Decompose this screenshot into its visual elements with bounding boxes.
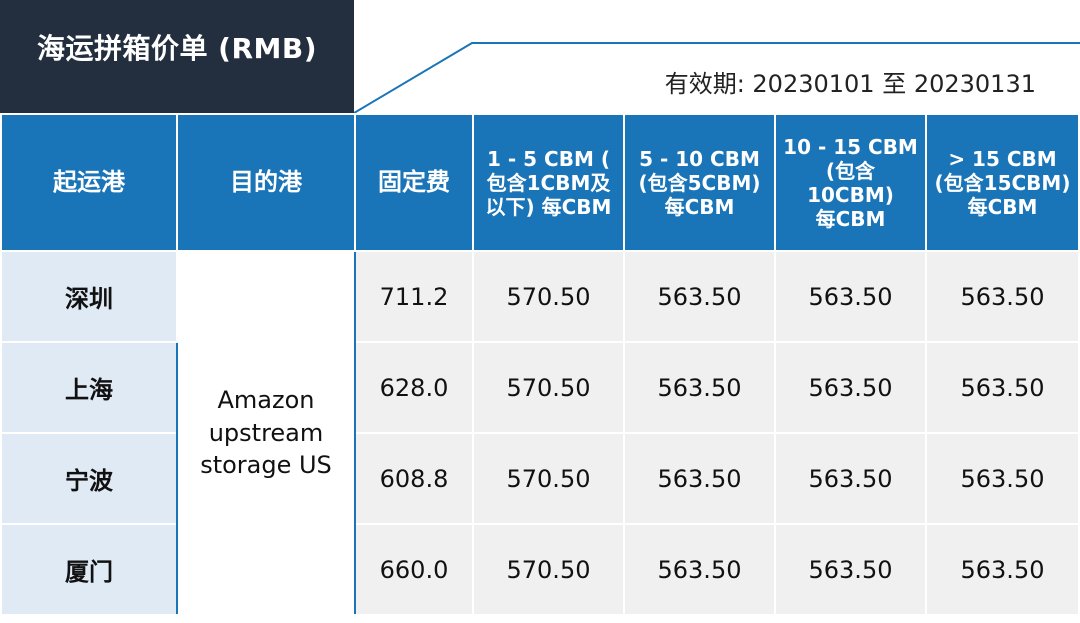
header-destination: 目的港 xyxy=(176,113,356,252)
rate-table: 起运港 目的港 固定费 1 - 5 CBM ( 包含1CBM及 以下) 每CBM… xyxy=(0,113,1080,616)
header-tier4-line: > 15 CBM xyxy=(948,146,1057,171)
header-origin: 起运港 xyxy=(0,113,178,252)
tier3-rate: 563.50 xyxy=(774,250,927,343)
tier3-rate: 563.50 xyxy=(774,341,927,434)
tier1-rate: 570.50 xyxy=(472,432,625,525)
tier3-rate: 563.50 xyxy=(774,432,927,525)
header-tier4-line: 每CBM xyxy=(967,194,1038,219)
tier2-rate: 563.50 xyxy=(623,432,776,525)
header-tier2-line: 5 - 10 CBM xyxy=(639,146,760,171)
fixed-fee: 711.2 xyxy=(354,250,474,343)
table-row: 厦门 660.0 570.50 563.50 563.50 563.50 xyxy=(0,523,1080,616)
fixed-fee: 660.0 xyxy=(354,523,474,616)
destination-line: upstream xyxy=(208,418,324,447)
tier4-rate: 563.50 xyxy=(925,250,1080,343)
tier2-rate: 563.50 xyxy=(623,523,776,616)
tier3-rate: 563.50 xyxy=(774,523,927,616)
header-tier1-line: 1 - 5 CBM ( xyxy=(487,146,610,171)
header-tier1-line: 以下) 每CBM xyxy=(485,194,612,219)
table-row: 宁波 608.8 570.50 563.50 563.50 563.50 xyxy=(0,432,1080,525)
header-tier1-line: 包含1CBM及 xyxy=(486,170,611,195)
header-tier2-line: 每CBM xyxy=(664,194,735,219)
header-tier-over-15: > 15 CBM (包含15CBM) 每CBM xyxy=(925,113,1080,252)
destination-line: Amazon xyxy=(217,386,315,415)
header-tier3-line: (包含 xyxy=(825,158,876,183)
tier2-rate: 563.50 xyxy=(623,250,776,343)
header-tier-1-5: 1 - 5 CBM ( 包含1CBM及 以下) 每CBM xyxy=(472,113,625,252)
header-tier3-line: 每CBM xyxy=(815,206,886,231)
destination-line: storage US xyxy=(200,451,332,480)
header-tier3-line: 10 - 15 CBM xyxy=(783,134,918,159)
origin-port: 上海 xyxy=(0,341,178,434)
tier4-rate: 563.50 xyxy=(925,523,1080,616)
origin-port: 深圳 xyxy=(0,250,178,343)
fixed-fee: 608.8 xyxy=(354,432,474,525)
header-tier4-line: (包含15CBM) xyxy=(934,170,1071,195)
tier4-rate: 563.50 xyxy=(925,341,1080,434)
header-tier2-line: (包含5CBM) xyxy=(638,170,761,195)
title-box: 海运拼箱价单 (RMB) xyxy=(0,0,354,113)
tier4-rate: 563.50 xyxy=(925,432,1080,525)
header-fixed-fee: 固定费 xyxy=(354,113,474,252)
origin-port: 宁波 xyxy=(0,432,178,525)
header-tier-10-15: 10 - 15 CBM (包含 10CBM) 每CBM xyxy=(774,113,927,252)
header-tier-5-10: 5 - 10 CBM (包含5CBM) 每CBM xyxy=(623,113,776,252)
table-row: 上海 628.0 570.50 563.50 563.50 563.50 xyxy=(0,341,1080,434)
fixed-fee: 628.0 xyxy=(354,341,474,434)
validity-period: 有效期: 20230101 至 20230131 xyxy=(664,70,1036,98)
tier2-rate: 563.50 xyxy=(623,341,776,434)
tier1-rate: 570.50 xyxy=(472,341,625,434)
tier1-rate: 570.50 xyxy=(472,250,625,343)
page-title: 海运拼箱价单 (RMB) xyxy=(36,31,318,65)
header-tier3-line: 10CBM) xyxy=(807,182,894,207)
header-row: 起运港 目的港 固定费 1 - 5 CBM ( 包含1CBM及 以下) 每CBM… xyxy=(0,113,1080,252)
destination-cell: Amazon upstream storage US xyxy=(176,250,356,616)
origin-port: 厦门 xyxy=(0,523,178,616)
tier1-rate: 570.50 xyxy=(472,523,625,616)
table-row: 深圳 Amazon upstream storage US 711.2 570.… xyxy=(0,250,1080,616)
decorative-line xyxy=(354,42,1080,114)
